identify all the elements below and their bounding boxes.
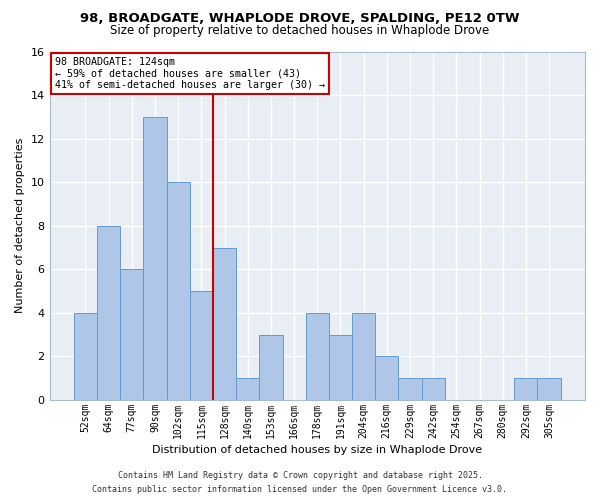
- Bar: [143, 117, 167, 400]
- Bar: [329, 334, 352, 400]
- Text: 98 BROADGATE: 124sqm
← 59% of detached houses are smaller (43)
41% of semi-detac: 98 BROADGATE: 124sqm ← 59% of detached h…: [55, 56, 325, 90]
- Bar: [514, 378, 538, 400]
- Bar: [74, 313, 97, 400]
- Bar: [236, 378, 259, 400]
- Bar: [398, 378, 422, 400]
- Bar: [538, 378, 560, 400]
- Bar: [190, 291, 213, 400]
- Bar: [97, 226, 120, 400]
- Bar: [422, 378, 445, 400]
- Bar: [120, 270, 143, 400]
- X-axis label: Distribution of detached houses by size in Whaplode Drove: Distribution of detached houses by size …: [152, 445, 482, 455]
- Y-axis label: Number of detached properties: Number of detached properties: [15, 138, 25, 314]
- Text: Contains HM Land Registry data © Crown copyright and database right 2025.
Contai: Contains HM Land Registry data © Crown c…: [92, 472, 508, 494]
- Bar: [375, 356, 398, 400]
- Text: Size of property relative to detached houses in Whaplode Drove: Size of property relative to detached ho…: [110, 24, 490, 37]
- Text: 98, BROADGATE, WHAPLODE DROVE, SPALDING, PE12 0TW: 98, BROADGATE, WHAPLODE DROVE, SPALDING,…: [80, 12, 520, 26]
- Bar: [352, 313, 375, 400]
- Bar: [305, 313, 329, 400]
- Bar: [213, 248, 236, 400]
- Bar: [259, 334, 283, 400]
- Bar: [167, 182, 190, 400]
